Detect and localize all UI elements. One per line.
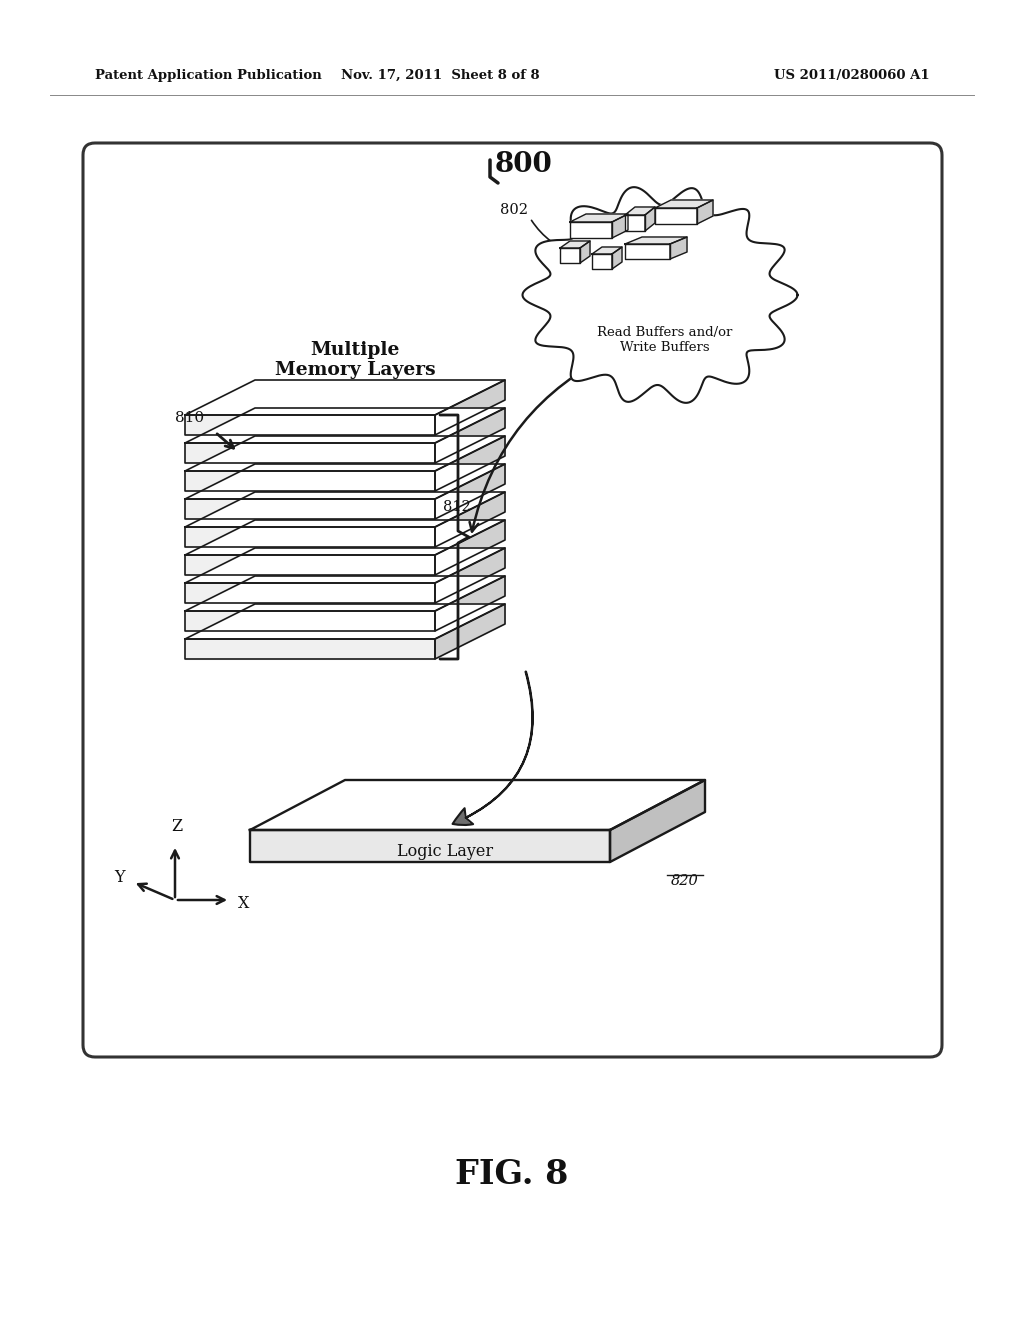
Polygon shape — [592, 253, 612, 269]
Polygon shape — [250, 780, 705, 830]
Polygon shape — [435, 436, 505, 491]
Polygon shape — [612, 214, 628, 238]
Text: 810: 810 — [175, 411, 204, 425]
Polygon shape — [185, 639, 435, 659]
Text: Multiple
Memory Layers: Multiple Memory Layers — [274, 341, 435, 379]
Polygon shape — [185, 554, 435, 576]
Polygon shape — [560, 242, 590, 248]
Polygon shape — [185, 492, 505, 527]
FancyBboxPatch shape — [83, 143, 942, 1057]
Polygon shape — [185, 465, 505, 499]
Polygon shape — [185, 583, 435, 603]
Polygon shape — [435, 408, 505, 463]
Polygon shape — [250, 830, 610, 862]
Polygon shape — [655, 209, 697, 224]
Text: FIG. 8: FIG. 8 — [456, 1159, 568, 1192]
Polygon shape — [435, 380, 505, 436]
Polygon shape — [185, 576, 505, 611]
Polygon shape — [570, 214, 628, 222]
Polygon shape — [435, 576, 505, 631]
Polygon shape — [560, 248, 580, 263]
Polygon shape — [185, 499, 435, 519]
Text: Logic Layer: Logic Layer — [397, 842, 494, 859]
Polygon shape — [185, 414, 435, 436]
Text: US 2011/0280060 A1: US 2011/0280060 A1 — [774, 69, 930, 82]
Polygon shape — [670, 238, 687, 259]
Polygon shape — [592, 247, 622, 253]
Polygon shape — [697, 201, 713, 224]
Polygon shape — [625, 207, 655, 215]
Polygon shape — [570, 222, 612, 238]
Text: 812: 812 — [443, 500, 471, 513]
Text: Z: Z — [171, 818, 182, 836]
Polygon shape — [580, 242, 590, 263]
Polygon shape — [435, 492, 505, 546]
Polygon shape — [435, 465, 505, 519]
Text: 820: 820 — [671, 874, 698, 888]
Polygon shape — [185, 408, 505, 444]
Text: 802: 802 — [500, 203, 528, 216]
Text: Read Buffers and/or
Write Buffers: Read Buffers and/or Write Buffers — [597, 326, 733, 354]
Polygon shape — [435, 605, 505, 659]
Polygon shape — [185, 611, 435, 631]
Text: Patent Application Publication: Patent Application Publication — [95, 69, 322, 82]
Text: Y: Y — [115, 870, 125, 887]
Polygon shape — [185, 520, 505, 554]
Polygon shape — [185, 548, 505, 583]
Polygon shape — [185, 527, 435, 546]
Polygon shape — [612, 247, 622, 269]
Polygon shape — [645, 207, 655, 231]
Text: Nov. 17, 2011  Sheet 8 of 8: Nov. 17, 2011 Sheet 8 of 8 — [341, 69, 540, 82]
Polygon shape — [610, 780, 705, 862]
FancyArrowPatch shape — [453, 672, 532, 825]
Polygon shape — [435, 548, 505, 603]
Polygon shape — [185, 436, 505, 471]
Polygon shape — [625, 238, 687, 244]
Polygon shape — [185, 444, 435, 463]
Polygon shape — [625, 215, 645, 231]
Text: 800: 800 — [495, 152, 553, 178]
Text: X: X — [238, 895, 250, 912]
Polygon shape — [185, 605, 505, 639]
Polygon shape — [435, 520, 505, 576]
Polygon shape — [522, 187, 798, 403]
Polygon shape — [185, 471, 435, 491]
Polygon shape — [625, 244, 670, 259]
Polygon shape — [185, 380, 505, 414]
Polygon shape — [655, 201, 713, 209]
